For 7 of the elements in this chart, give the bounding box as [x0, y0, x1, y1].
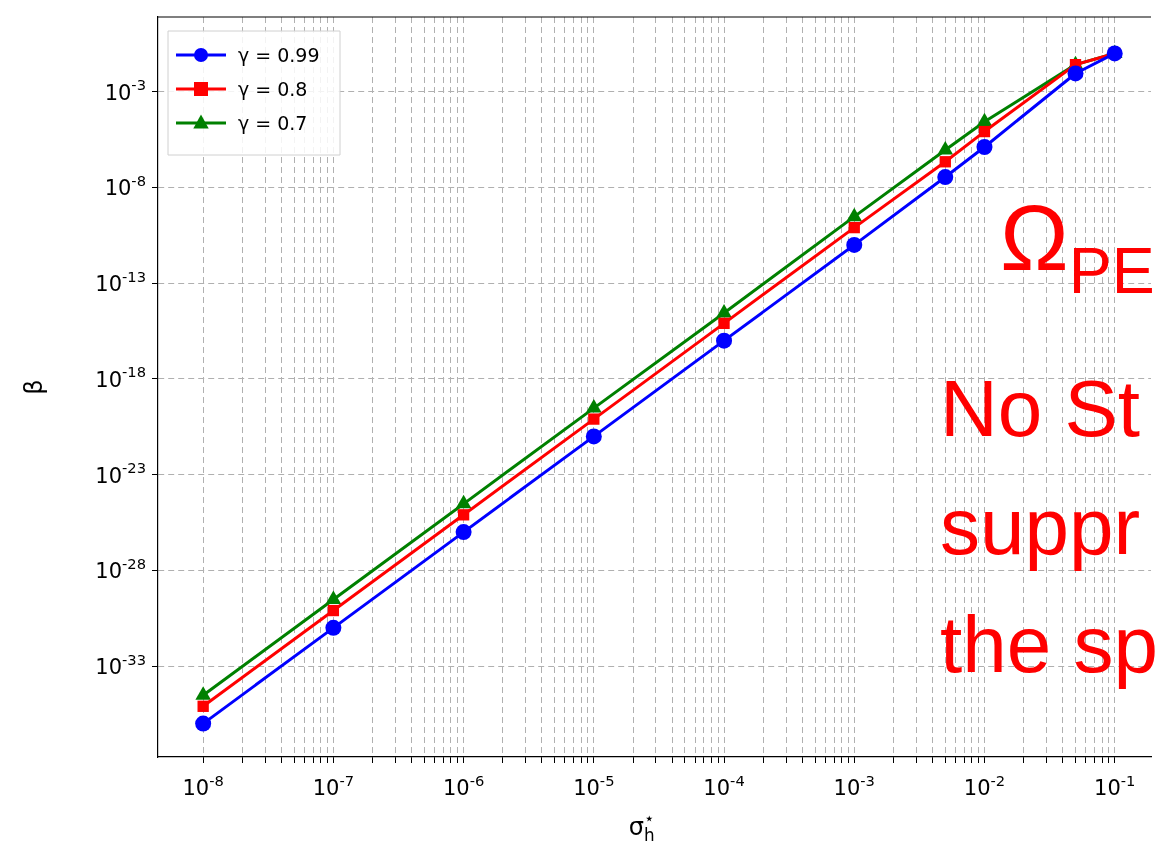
legend-label: γ = 0.99 — [238, 44, 320, 66]
y-axis-title: β — [20, 379, 48, 395]
legend-label: γ = 0.8 — [238, 78, 308, 100]
annotation: No St — [940, 364, 1141, 453]
annotation: suppr — [940, 482, 1141, 571]
annotation: the sp — [940, 600, 1158, 689]
legend-label: γ = 0.7 — [238, 112, 308, 134]
